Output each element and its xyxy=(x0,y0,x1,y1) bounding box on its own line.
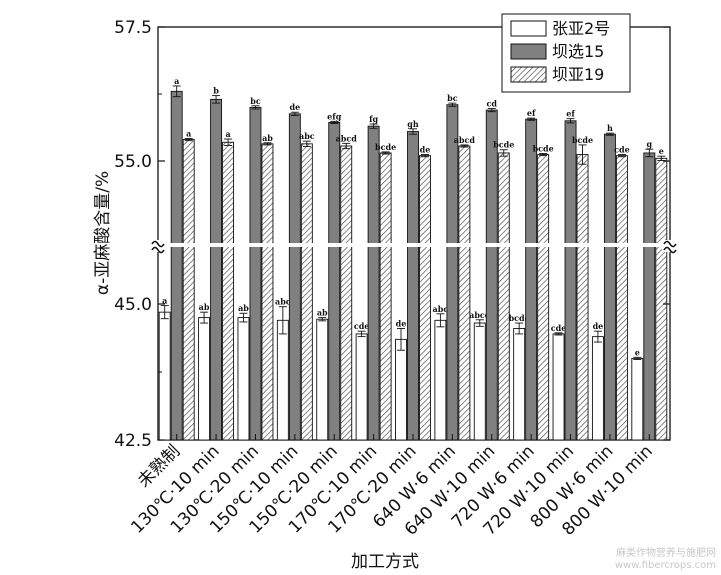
legend-label-1: 坝选15 xyxy=(552,42,604,61)
sig-label-s0-c0: a xyxy=(162,296,167,306)
bars-layer: aaaabbaabbcababcdeabcabefgabcdcdefgbcded… xyxy=(158,76,668,441)
sig-label-s1-c10: ef xyxy=(566,109,575,119)
legend-label-2: 坝亚19 xyxy=(552,65,604,84)
bar-s1-c9 xyxy=(525,118,538,441)
bar-s1-c12 xyxy=(643,152,656,441)
bar-s1-c10 xyxy=(564,120,577,441)
sig-label-s2-c3: abc xyxy=(299,131,315,141)
sig-label-s2-c7: abcd xyxy=(454,135,476,145)
bar-s1-c11 xyxy=(603,133,616,441)
sig-label-s0-c5: cde xyxy=(354,321,370,331)
bar-s0-c9 xyxy=(513,328,526,441)
bar-s0-c0 xyxy=(158,311,171,441)
y-tick-label-3: 57.5 xyxy=(114,18,152,38)
sig-label-s0-c6: de xyxy=(396,318,407,328)
sig-label-s2-c9: bcde xyxy=(533,143,554,153)
bar-s1-c1 xyxy=(210,98,223,441)
sig-label-s2-c10: bcde xyxy=(572,135,593,145)
sig-label-s2-c1: a xyxy=(225,129,230,139)
legend-label-0: 张亚2号 xyxy=(552,19,610,38)
bar-s1-c7 xyxy=(446,104,459,441)
bar-s2-c7 xyxy=(458,145,471,441)
watermark-url: www.fibercrops.com xyxy=(615,560,716,571)
bar-s2-c8 xyxy=(497,152,510,441)
bar-s0-c12 xyxy=(631,357,644,441)
sig-label-s0-c7: abc xyxy=(433,304,449,314)
sig-label-s2-c2: ab xyxy=(262,133,273,143)
sig-label-s2-c5: bcde xyxy=(375,142,396,152)
sig-label-s2-c12: e xyxy=(659,146,664,156)
bar-s0-c2 xyxy=(237,317,250,441)
legend-swatch-1 xyxy=(510,43,547,60)
bar-s2-c5 xyxy=(379,152,392,441)
legend-swatch-0 xyxy=(510,20,547,37)
bar-s2-c9 xyxy=(537,154,550,441)
bar-s0-c5 xyxy=(355,333,368,441)
sig-label-s0-c3: abc xyxy=(275,297,291,307)
bar-s2-c1 xyxy=(222,141,235,441)
sig-label-s1-c6: gh xyxy=(407,119,419,129)
sig-label-s2-c11: cde xyxy=(614,145,630,155)
bar-s2-c11 xyxy=(615,155,628,441)
bar-s2-c10 xyxy=(576,154,589,441)
watermark: 麻类作物营养与施肥网 xyxy=(616,546,716,559)
sig-label-s1-c12: g xyxy=(647,139,653,149)
bar-s0-c1 xyxy=(198,317,211,441)
legend-swatch-2 xyxy=(510,66,547,83)
sig-label-s1-c11: h xyxy=(607,123,613,133)
bar-s0-c3 xyxy=(276,319,289,441)
sig-label-s0-c9: bcde xyxy=(509,313,530,323)
sig-label-s0-c10: cde xyxy=(551,323,567,333)
bar-s0-c8 xyxy=(473,322,486,441)
bar-s2-c0 xyxy=(182,139,195,441)
sig-label-s2-c8: bcde xyxy=(493,140,514,150)
y-tick-label-2: 55.0 xyxy=(114,152,152,172)
bar-s0-c4 xyxy=(316,318,329,441)
bar-s0-c10 xyxy=(552,333,565,441)
bar-s2-c3 xyxy=(300,143,313,441)
bar-s2-c12 xyxy=(655,157,668,441)
bar-s0-c7 xyxy=(434,319,447,441)
sig-label-s0-c1: ab xyxy=(199,302,210,312)
bar-s1-c3 xyxy=(288,113,301,441)
sig-label-s0-c12: e xyxy=(635,347,640,357)
sig-label-s1-c5: fg xyxy=(369,114,378,124)
sig-label-s1-c1: b xyxy=(213,86,219,96)
ticks-layer: 42.5 45.0 55.0 57.5 xyxy=(114,18,670,451)
sig-label-s1-c3: de xyxy=(290,102,301,112)
sig-label-s1-c2: bc xyxy=(250,96,261,106)
bar-s0-c6 xyxy=(395,338,407,441)
y-tick-label-1: 45.0 xyxy=(114,295,152,315)
bar-s1-c2 xyxy=(249,106,262,441)
sig-label-s2-c6: de xyxy=(420,145,431,155)
bar-s2-c2 xyxy=(261,143,274,441)
axis-break xyxy=(151,240,677,254)
sig-label-s1-c0: a xyxy=(174,76,179,86)
sig-label-s0-c11: de xyxy=(593,321,604,331)
legend: 张亚2号 坝选15 坝亚19 xyxy=(501,13,631,93)
sig-label-s2-c0: a xyxy=(186,128,191,138)
bar-s2-c6 xyxy=(419,155,431,441)
bar-s1-c6 xyxy=(407,131,419,441)
bar-s0-c11 xyxy=(591,336,604,441)
sig-label-s0-c8: abcd xyxy=(469,310,491,320)
bar-s2-c4 xyxy=(340,145,353,441)
sig-label-s1-c9: ef xyxy=(527,108,536,118)
sig-label-s2-c4: abcd xyxy=(336,133,358,143)
sig-label-s0-c2: ab xyxy=(238,303,249,313)
y-axis-title: α-亚麻酸含量/% xyxy=(93,171,113,295)
bar-s1-c4 xyxy=(328,121,341,441)
bar-s1-c0 xyxy=(170,90,183,441)
bar-s1-c5 xyxy=(367,125,380,441)
sig-label-s1-c7: bc xyxy=(447,93,458,103)
sig-label-s0-c4: ab xyxy=(317,308,328,318)
sig-label-s1-c4: efg xyxy=(327,111,342,121)
y-tick-label-0: 42.5 xyxy=(114,431,152,451)
bar-s1-c8 xyxy=(485,109,498,441)
sig-label-s1-c8: cd xyxy=(487,98,498,108)
x-axis-title: 加工方式 xyxy=(351,552,419,572)
